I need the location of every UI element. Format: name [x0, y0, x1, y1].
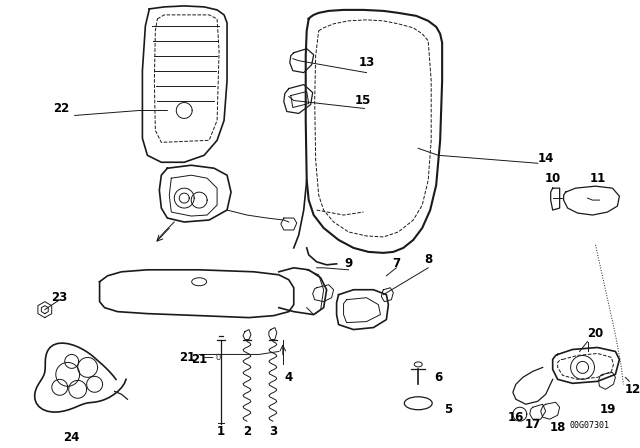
Text: 17: 17 [525, 418, 541, 431]
Text: 23: 23 [52, 291, 68, 304]
Text: 13: 13 [358, 56, 374, 69]
Text: 15: 15 [355, 94, 371, 107]
Text: 21: 21 [179, 351, 195, 364]
Text: 2: 2 [243, 425, 251, 438]
Text: 16: 16 [508, 411, 524, 424]
Text: 7: 7 [392, 257, 401, 270]
Text: 18: 18 [550, 421, 566, 434]
Text: 5: 5 [444, 403, 452, 416]
Text: 22: 22 [54, 102, 70, 115]
Text: 10: 10 [545, 172, 561, 185]
Text: 12: 12 [624, 383, 640, 396]
Text: 9: 9 [344, 257, 353, 270]
Text: 6: 6 [434, 371, 442, 384]
Text: 20: 20 [588, 327, 604, 340]
Text: 3: 3 [269, 425, 277, 438]
Text: 24: 24 [63, 431, 80, 444]
Text: —: — [203, 353, 213, 362]
Text: 21: 21 [191, 353, 207, 366]
Text: 14: 14 [538, 152, 554, 165]
Text: Ù: Ù [215, 354, 220, 361]
Text: 1: 1 [217, 425, 225, 438]
Text: 8: 8 [424, 254, 433, 267]
Text: 19: 19 [599, 403, 616, 416]
Text: 4: 4 [285, 371, 293, 384]
Text: 00G07301: 00G07301 [570, 421, 610, 430]
Text: 11: 11 [589, 172, 605, 185]
